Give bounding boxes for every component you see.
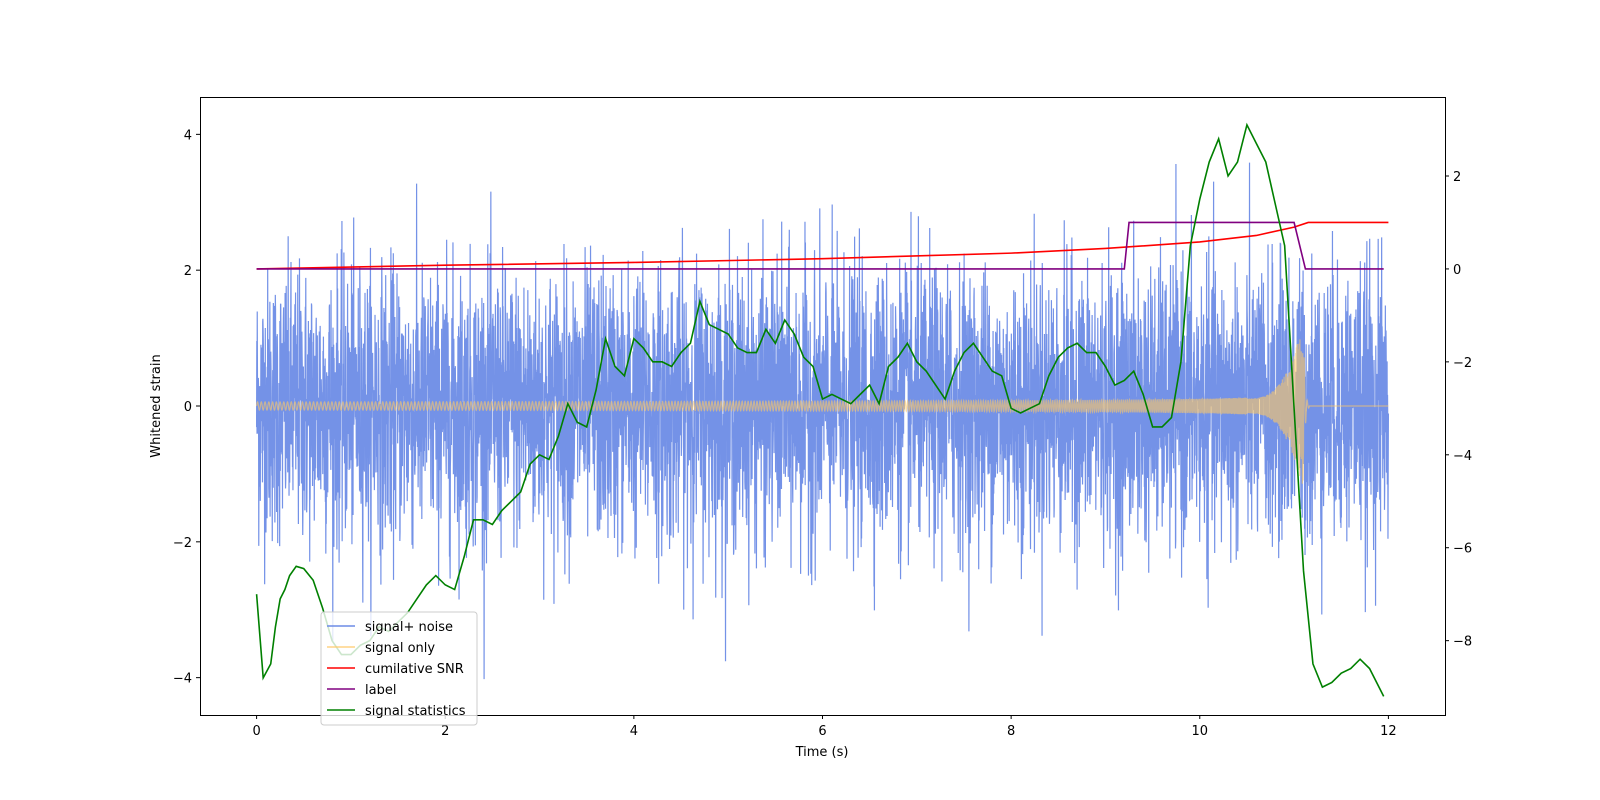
series-label (256, 221, 1384, 270)
series-signal-only (255, 339, 1389, 484)
x-tick-label: 12 (1380, 724, 1397, 739)
series-cumilative-snr (256, 221, 1389, 270)
legend-box (320, 611, 478, 726)
x-axis: 0 2 4 6 8 10 12 (252, 715, 1397, 739)
series-signal-plus-noise (255, 162, 1390, 680)
y-axis-right: −8 −6 −4 −2 0 2 (1445, 170, 1472, 650)
y-axis-label: Whitened strain (149, 354, 164, 457)
y-right-tick-label: −6 (1453, 542, 1472, 557)
y-axis-left: −4 −2 0 2 4 (173, 128, 200, 687)
x-tick-label: 0 (252, 724, 260, 739)
y-right-tick-label: 0 (1453, 263, 1461, 278)
y-left-tick-label: 0 (184, 400, 192, 415)
y-left-tick-label: −4 (173, 672, 192, 687)
x-axis-label: Time (s) (795, 745, 849, 760)
series-layer (255, 122, 1390, 697)
x-tick-label: 2 (441, 724, 449, 739)
y-left-tick-label: 4 (184, 128, 192, 143)
x-tick-label: 6 (818, 724, 826, 739)
x-tick-label: 8 (1007, 724, 1015, 739)
legend-label: cumilative SNR (365, 662, 464, 677)
x-tick-label: 4 (630, 724, 638, 739)
y-left-tick-label: −2 (173, 536, 192, 551)
series-signal-statistics (255, 122, 1385, 697)
legend-label: label (365, 683, 396, 698)
y-right-tick-label: 2 (1453, 170, 1461, 185)
y-right-tick-label: −8 (1453, 635, 1472, 650)
y-left-tick-label: 2 (184, 264, 192, 279)
y-right-tick-label: −2 (1453, 356, 1472, 371)
legend: signal+ noise signal only cumilative SNR la… (320, 611, 478, 726)
legend-label: signal+ noise (365, 620, 453, 635)
x-tick-label: 10 (1191, 724, 1208, 739)
legend-label: signal only (365, 641, 435, 656)
legend-label: signal statistics (365, 704, 466, 719)
y-right-tick-label: −4 (1453, 449, 1472, 464)
